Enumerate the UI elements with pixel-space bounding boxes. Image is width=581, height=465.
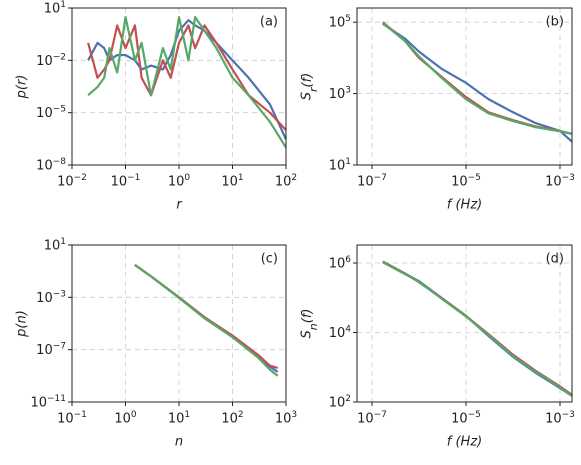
y-tick-label: 10−8: [36, 157, 66, 174]
y-tick-label: 10−7: [36, 341, 66, 358]
y-tick-label: 10−11: [30, 394, 66, 411]
y-tick-label: 101: [44, 237, 66, 254]
x-tick-label: 101: [168, 410, 190, 427]
panel-label: (c): [261, 252, 278, 267]
series-line: [382, 22, 573, 143]
y-tick-label: 10−3: [36, 289, 66, 306]
series-line: [87, 16, 287, 149]
panel-label: (b): [546, 15, 564, 30]
y-axis-label: p(r): [15, 75, 30, 100]
y-axis-label: p(n): [15, 310, 30, 338]
x-tick-label: 10−5: [451, 410, 481, 427]
plot-frame: [71, 7, 287, 166]
x-tick-label: 10−3: [545, 410, 575, 427]
y-axis-label: Sr(f): [300, 73, 320, 101]
series-line: [382, 21, 573, 135]
panel-label: (a): [260, 15, 278, 30]
y-tick-label: 106: [329, 255, 352, 272]
panel-label: (d): [546, 252, 564, 267]
plot-frame: [356, 7, 573, 166]
series-line: [134, 264, 279, 377]
y-tick-label: 101: [329, 157, 351, 174]
x-tick-label: 10−3: [545, 173, 575, 190]
series-line: [87, 24, 287, 131]
x-tick-label: 102: [275, 173, 297, 190]
x-tick-label: 101: [221, 173, 243, 190]
y-tick-label: 10−5: [36, 104, 66, 121]
series-line: [382, 261, 573, 397]
y-tick-label: 10−2: [36, 52, 66, 69]
y-tick-label: 102: [329, 394, 351, 411]
plot-frame: [71, 244, 287, 403]
x-axis-label: n: [175, 435, 183, 450]
y-axis-label: Sn(f): [300, 309, 320, 339]
x-axis-label: r: [176, 198, 183, 213]
x-axis-label: f (Hz): [447, 198, 482, 213]
y-tick-label: 103: [329, 85, 351, 102]
y-tick-label: 101: [44, 0, 66, 17]
x-tick-label: 10−7: [357, 410, 387, 427]
y-tick-label: 104: [329, 324, 352, 341]
x-tick-label: 10−1: [57, 410, 87, 427]
x-tick-label: 100: [168, 173, 191, 190]
series-line: [382, 22, 573, 136]
x-tick-label: 103: [275, 410, 297, 427]
plot-frame: [356, 244, 573, 403]
x-tick-label: 10−1: [111, 173, 141, 190]
x-axis-label: f (Hz): [447, 435, 482, 450]
x-tick-label: 102: [221, 410, 243, 427]
series-line: [87, 19, 287, 140]
x-tick-label: 10−2: [57, 173, 87, 190]
y-tick-label: 105: [329, 14, 351, 31]
x-tick-label: 100: [114, 410, 137, 427]
x-tick-label: 10−7: [357, 173, 387, 190]
x-tick-label: 10−5: [451, 173, 481, 190]
series-line: [382, 260, 573, 396]
